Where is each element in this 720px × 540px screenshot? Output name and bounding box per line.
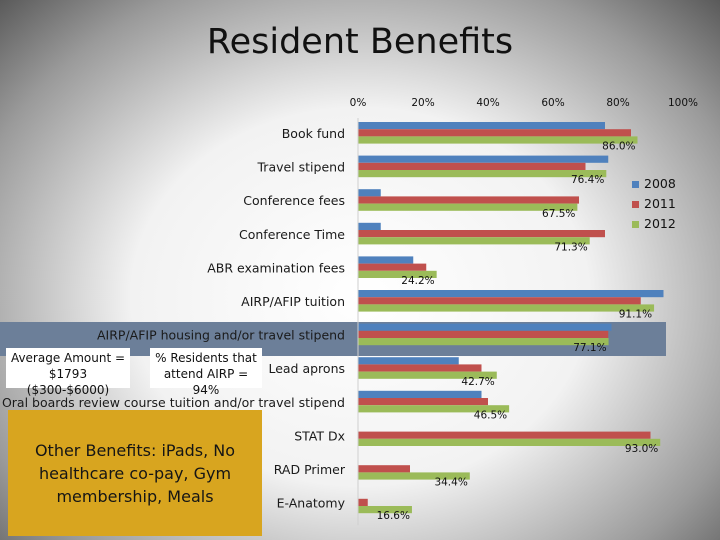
category-label: AIRP/AFIP housing and/or travel stipend	[97, 328, 345, 343]
x-tick-label: 100%	[668, 97, 698, 109]
bar-2008	[358, 323, 612, 331]
legend-swatch-2012	[632, 221, 639, 228]
data-label: 46.5%	[474, 409, 507, 421]
legend-entry-2008: 2008	[644, 176, 676, 191]
data-label: 91.1%	[619, 309, 652, 321]
bar-2011	[358, 129, 631, 137]
x-tick-label: 20%	[411, 97, 434, 109]
bar-2011	[358, 465, 410, 473]
category-label: RAD Primer	[274, 462, 346, 477]
bar-2011	[358, 431, 651, 439]
bar-2012	[358, 338, 609, 346]
category-label: Conference fees	[243, 193, 345, 208]
airp-attendance-line1: % Residents that	[155, 351, 257, 365]
bar-2012	[358, 405, 510, 413]
bar-2012	[358, 304, 655, 312]
category-label: Conference Time	[239, 227, 345, 242]
bar-2012	[358, 472, 470, 480]
bar-2012	[358, 270, 437, 278]
data-label: 71.3%	[554, 241, 587, 253]
bar-2008	[358, 290, 664, 298]
category-label: Oral boards review course tuition and/or…	[2, 395, 345, 410]
category-label: Book fund	[282, 126, 345, 141]
airp-attendance-line2: attend AIRP = 94%	[163, 367, 249, 397]
data-label: 24.2%	[401, 275, 434, 287]
data-label: 86.0%	[602, 141, 635, 153]
category-label: AIRP/AFIP tuition	[241, 294, 345, 309]
bar-2012	[358, 136, 638, 144]
x-tick-label: 80%	[606, 97, 629, 109]
legend-entry-2011: 2011	[644, 196, 676, 211]
bar-2012	[358, 203, 578, 211]
category-label: Travel stipend	[257, 160, 346, 175]
category-label: E-Anatomy	[277, 496, 346, 511]
bar-2008	[358, 390, 482, 398]
data-label: 93.0%	[625, 443, 658, 455]
category-label: ABR examination fees	[207, 260, 345, 275]
bar-2008	[358, 357, 459, 365]
bar-2011	[358, 398, 488, 406]
average-amount-line1: Average Amount =	[10, 351, 126, 365]
data-label: 34.4%	[434, 477, 467, 489]
bar-2011	[358, 162, 586, 170]
bar-2012	[358, 170, 607, 178]
x-tick-label: 40%	[476, 97, 499, 109]
bar-2012	[358, 438, 661, 446]
bar-2008	[358, 256, 414, 264]
data-label: 76.4%	[571, 174, 604, 186]
data-label: 67.5%	[542, 208, 575, 220]
bar-2011	[358, 230, 605, 238]
bar-2011	[358, 330, 609, 338]
legend-swatch-2008	[632, 181, 639, 188]
x-tick-label: 0%	[350, 97, 367, 109]
data-label: 77.1%	[573, 342, 606, 354]
bar-2012	[358, 237, 590, 245]
average-amount-note: Average Amount = $1793 ($300-$6000)	[6, 348, 130, 397]
data-label: 16.6%	[377, 510, 410, 522]
page-title: Resident Benefits	[206, 22, 514, 62]
bar-2008	[358, 222, 381, 230]
bar-2011	[358, 196, 579, 204]
bar-2012	[358, 506, 412, 514]
bar-2011	[358, 297, 641, 305]
category-label: Lead aprons	[268, 361, 345, 376]
other-benefits-box: Other Benefits: iPads, No healthcare co-…	[8, 410, 262, 536]
bar-2011	[358, 498, 368, 506]
data-label: 42.7%	[461, 376, 494, 388]
category-label: STAT Dx	[294, 428, 345, 443]
bar-2011	[358, 263, 427, 271]
legend-entry-2012: 2012	[644, 216, 676, 231]
airp-attendance-note: % Residents that attend AIRP = 94%	[150, 348, 262, 397]
bar-2011	[358, 364, 482, 372]
bar-2008	[358, 155, 609, 163]
legend-swatch-2011	[632, 201, 639, 208]
bar-2008	[358, 122, 605, 130]
average-amount-line2: $1793 ($300-$6000)	[26, 367, 110, 397]
bar-2008	[358, 189, 381, 197]
bar-2012	[358, 371, 497, 379]
x-tick-label: 60%	[541, 97, 564, 109]
